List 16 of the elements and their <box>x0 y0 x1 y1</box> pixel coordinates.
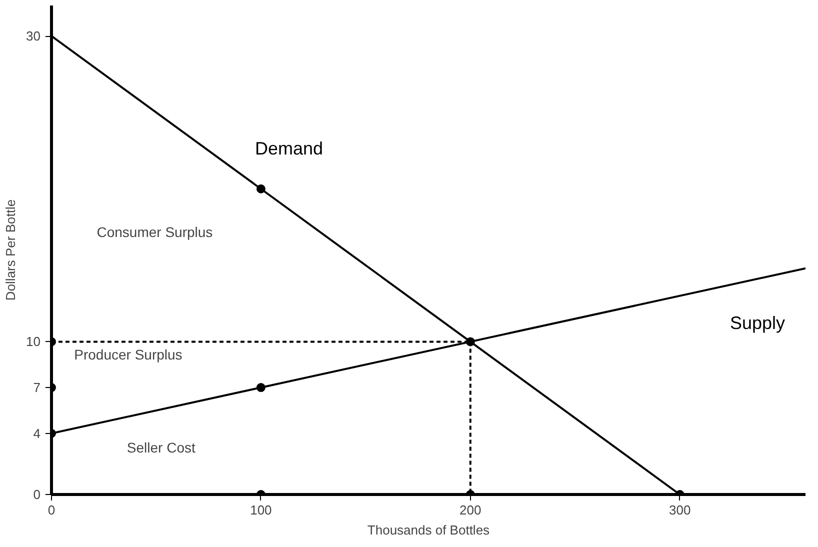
y-tick-label: 30 <box>26 28 41 44</box>
annotation: Seller Cost <box>126 439 196 456</box>
x-tick-label: 200 <box>460 502 482 518</box>
x-tick-label: 100 <box>250 502 272 518</box>
x-tick-label: 0 <box>48 502 56 518</box>
annotation: Consumer Surplus <box>96 224 213 240</box>
y-tick-label: 10 <box>26 334 41 350</box>
y-axis-title: Dollars Per Bottle <box>3 199 18 301</box>
annotation: Producer Surplus <box>74 346 182 362</box>
x-tick-label: 300 <box>668 502 691 518</box>
x-axis-title: Thousands of Bottles <box>367 522 490 538</box>
y-tick-label: 0 <box>33 487 41 502</box>
y-tick-label: 7 <box>33 380 41 396</box>
series-label: Demand <box>255 138 324 159</box>
series-label: Supply <box>730 313 786 334</box>
y-tick-label: 4 <box>33 426 41 441</box>
